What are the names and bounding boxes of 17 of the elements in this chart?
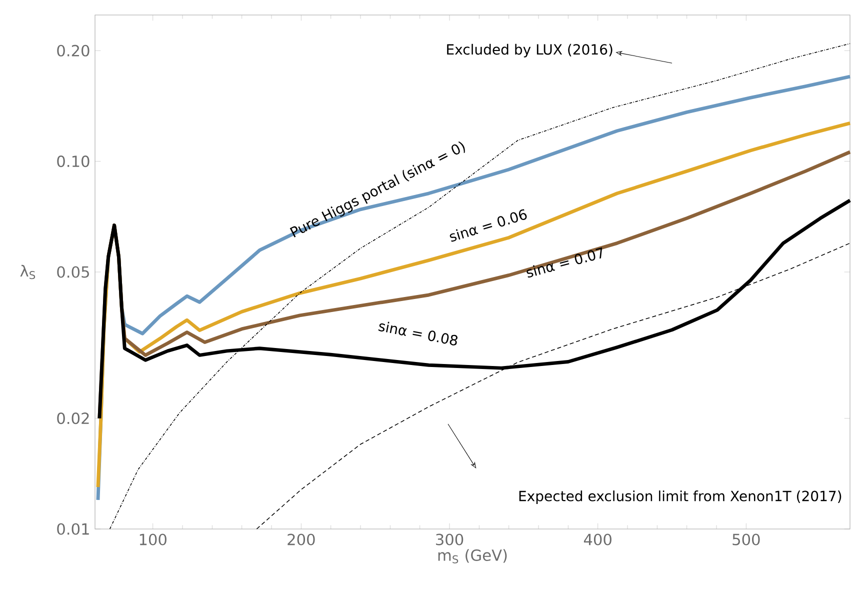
x-tick-label: 200	[288, 534, 315, 546]
text: sinα = 0.06	[450, 209, 527, 242]
y-tick-label: 0.02	[57, 412, 89, 424]
y-tick-label: 0.10	[57, 156, 90, 168]
annotation: Expected exclusion limit from Xenon1T (2017)	[519, 490, 842, 504]
text: sinα = 0.07	[526, 247, 602, 278]
x-tick-label: 400	[584, 534, 612, 546]
annotation: Excluded by LUX (2016)	[447, 44, 612, 58]
x-tick-label: 100	[140, 534, 166, 546]
x-axis-title: m$_{S}$ (GeV)	[438, 549, 507, 564]
y-tick-label: 0.20	[57, 44, 90, 56]
y-tick-label: 0.01	[57, 523, 89, 535]
y-tick-label: 0.05	[57, 266, 89, 278]
x-tick-label: 500	[732, 534, 760, 546]
y-axis-title: λ$_{S}$	[20, 264, 36, 280]
text: sinα = 0.08	[378, 322, 458, 346]
x-tick-label: 300	[436, 534, 464, 546]
